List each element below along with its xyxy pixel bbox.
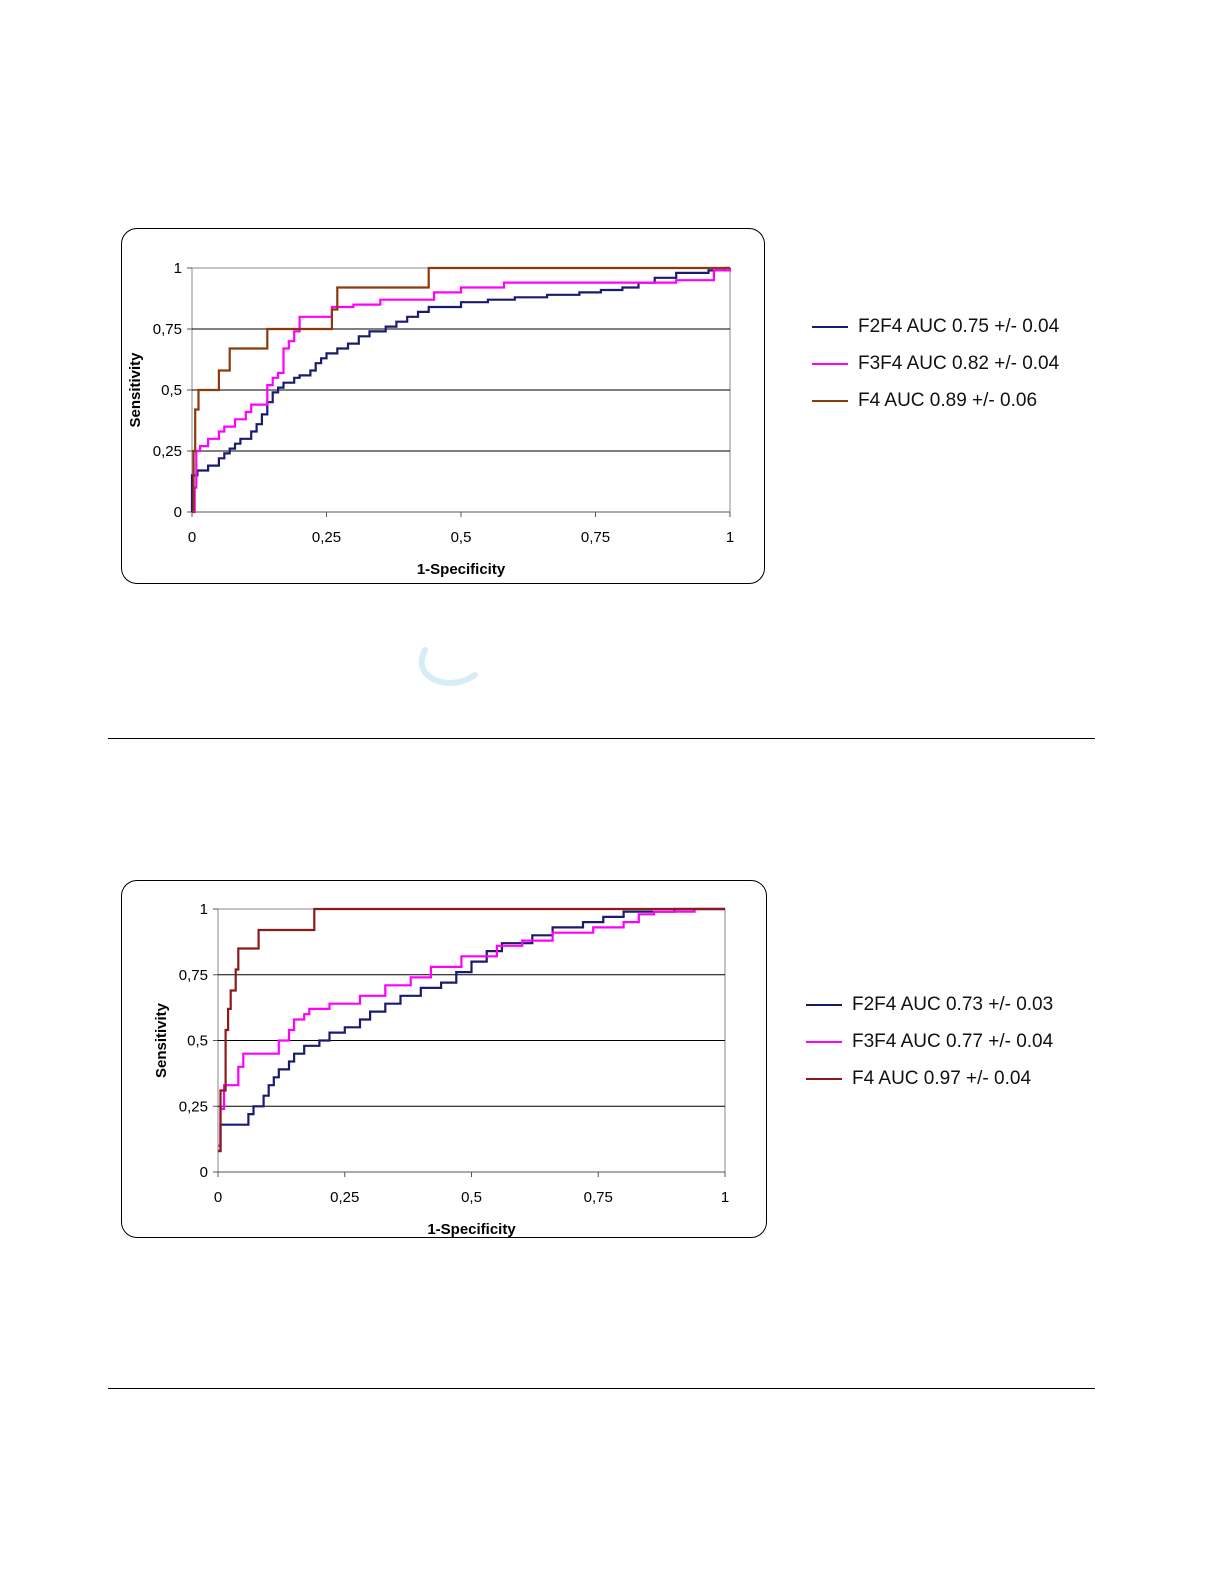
y-tick-label: 0	[200, 1164, 208, 1181]
x-tick-label: 1	[726, 529, 734, 546]
legend-label-f2f4: F2F4 AUC 0.75 +/- 0.04	[858, 315, 1060, 337]
legend-swatch-f4	[812, 399, 848, 402]
separator-rule-2	[108, 1388, 1095, 1389]
legend-swatch-f2f4	[806, 1003, 842, 1006]
x-axis-title: 1-Specificity	[417, 561, 506, 578]
y-tick-label: 0,5	[161, 382, 182, 399]
legend-swatch-f3f4	[806, 1040, 842, 1043]
x-tick-label: 0,25	[330, 1189, 359, 1206]
y-tick-label: 0	[174, 504, 182, 521]
series-line-3	[192, 266, 730, 514]
legend-item-f4: F4 AUC 0.89 +/- 0.06	[812, 382, 1132, 419]
legend-item-f3f4: F3F4 AUC 0.82 +/- 0.04	[812, 345, 1132, 382]
roc-chart-1: 0 0,25 0,5 0,75 1 0 0,25 0,5 0,75 1 1-Specificity S…	[127, 260, 734, 578]
y-axis-title: Sensitivity	[153, 1002, 170, 1078]
roc-chart-2: 0 0,25 0,5 0,75 1 0 0,25 0,5 0,75 1 1-Specificity S…	[153, 901, 729, 1238]
legend-swatch-f2f4	[812, 325, 848, 328]
series-line-3	[218, 907, 725, 1153]
legend-label-f4: F4 AUC 0.89 +/- 0.06	[858, 389, 1038, 411]
separator-rule-1	[108, 738, 1095, 739]
legend-label-f2f4: F2F4 AUC 0.73 +/- 0.03	[852, 993, 1054, 1015]
legend-swatch-f4	[806, 1077, 842, 1080]
series-line-1	[190, 266, 730, 512]
legend-item-f2f4: F2F4 AUC 0.73 +/- 0.03	[806, 986, 1126, 1023]
legend-label-f3f4: F3F4 AUC 0.82 +/- 0.04	[858, 352, 1060, 374]
legend-item-f2f4: F2F4 AUC 0.75 +/- 0.04	[812, 308, 1132, 345]
legend-2: F2F4 AUC 0.73 +/- 0.03 F3F4 AUC 0.77 +/-…	[806, 986, 1126, 1097]
x-axis-title: 1-Specificity	[427, 1221, 516, 1238]
legend-label-f4: F4 AUC 0.97 +/- 0.04	[852, 1067, 1032, 1089]
legend-item-f4: F4 AUC 0.97 +/- 0.04	[806, 1060, 1126, 1097]
x-tick-label: 1	[721, 1189, 729, 1206]
series-line-2	[218, 907, 725, 1147]
legend-swatch-f3f4	[812, 362, 848, 365]
watermark-mark	[418, 647, 478, 687]
x-tick-label: 0,75	[581, 529, 610, 546]
y-tick-label: 0,25	[179, 1098, 208, 1115]
y-tick-label: 0,5	[187, 1033, 208, 1050]
legend-label-f3f4: F3F4 AUC 0.77 +/- 0.04	[852, 1030, 1054, 1052]
x-tick-label: 0	[214, 1189, 222, 1206]
x-tick-label: 0	[188, 529, 196, 546]
y-tick-label: 0,75	[153, 321, 182, 338]
legend-1: F2F4 AUC 0.75 +/- 0.04 F3F4 AUC 0.82 +/-…	[812, 308, 1132, 419]
y-tick-label: 1	[174, 260, 182, 277]
y-axis-title: Sensitivity	[127, 352, 144, 428]
y-tick-label: 1	[200, 901, 208, 918]
x-tick-label: 0,5	[461, 1189, 482, 1206]
legend-item-f3f4: F3F4 AUC 0.77 +/- 0.04	[806, 1023, 1126, 1060]
x-tick-label: 0,5	[451, 529, 472, 546]
y-tick-label: 0,75	[179, 967, 208, 984]
x-tick-label: 0,75	[584, 1189, 613, 1206]
x-tick-label: 0,25	[312, 529, 341, 546]
y-tick-label: 0,25	[153, 443, 182, 460]
series-line-2	[192, 268, 732, 514]
